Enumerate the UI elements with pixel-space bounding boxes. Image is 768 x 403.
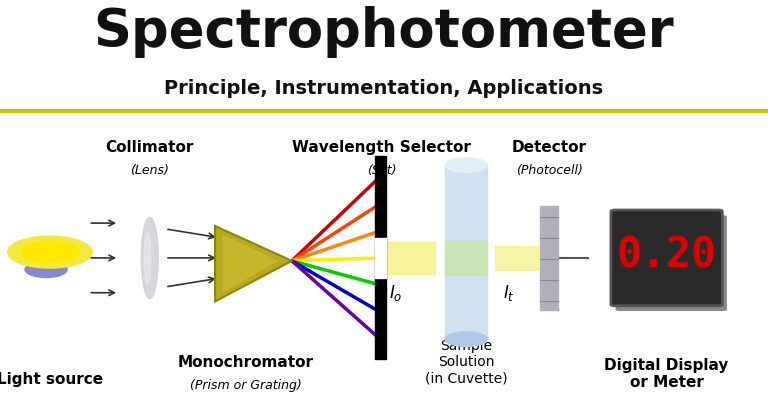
Ellipse shape (141, 217, 158, 299)
Bar (375, 238, 386, 278)
Text: (Slit): (Slit) (367, 164, 396, 177)
Text: Detector: Detector (511, 140, 587, 155)
Text: 0.20: 0.20 (617, 234, 717, 276)
Text: (Prism or Grating): (Prism or Grating) (190, 379, 302, 392)
Text: Collimator: Collimator (105, 140, 194, 155)
FancyBboxPatch shape (616, 215, 727, 311)
Text: $I_t$: $I_t$ (503, 283, 515, 303)
FancyArrow shape (386, 242, 435, 274)
Bar (445, 241, 488, 275)
Text: Wavelength Selector: Wavelength Selector (293, 140, 471, 155)
Bar (445, 165, 488, 339)
Ellipse shape (144, 232, 151, 284)
Text: $I_o$: $I_o$ (389, 283, 402, 303)
Polygon shape (215, 226, 292, 301)
Bar (540, 206, 558, 310)
Text: Spectrophotometer: Spectrophotometer (94, 6, 674, 58)
Polygon shape (223, 235, 279, 293)
Ellipse shape (445, 332, 488, 347)
Text: (Photocell): (Photocell) (515, 164, 583, 177)
Ellipse shape (445, 158, 488, 172)
Bar (375, 156, 386, 359)
Circle shape (21, 241, 79, 263)
FancyBboxPatch shape (611, 210, 722, 306)
Text: Light source: Light source (0, 372, 103, 387)
Text: Principle, Instrumentation, Applications: Principle, Instrumentation, Applications (164, 79, 604, 98)
Text: Digital Display
or Meter: Digital Display or Meter (604, 358, 729, 390)
Text: Sample
Solution
(in Cuvette): Sample Solution (in Cuvette) (425, 339, 508, 386)
Circle shape (8, 236, 92, 268)
Text: Monochromator: Monochromator (177, 355, 314, 370)
Ellipse shape (25, 262, 68, 278)
Text: (Lens): (Lens) (131, 164, 169, 177)
FancyArrow shape (495, 246, 538, 270)
